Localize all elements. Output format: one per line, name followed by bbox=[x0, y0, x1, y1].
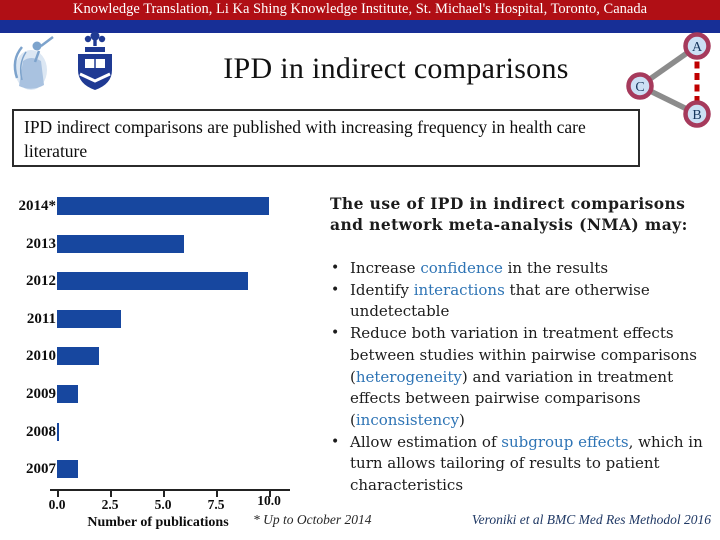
x-axis-line bbox=[50, 489, 290, 491]
keyword-highlight: heterogeneity bbox=[355, 367, 462, 386]
header-banner: Knowledge Translation, Li Ka Shing Knowl… bbox=[0, 0, 720, 20]
node-b bbox=[683, 100, 711, 128]
category-label: 2014* bbox=[18, 198, 57, 214]
chart-row: 2012 bbox=[10, 272, 310, 291]
x-tick-label: 10.0 bbox=[257, 493, 281, 508]
category-label: 2011 bbox=[26, 310, 56, 327]
bullet-item: Increase confidence in the results bbox=[325, 258, 710, 280]
keyword-highlight: interactions bbox=[413, 280, 505, 299]
bullet-item: Identify interactions that are otherwise… bbox=[325, 280, 710, 323]
x-axis-label: Number of publications bbox=[87, 515, 229, 530]
bullet-item: Reduce both variation in treatment effec… bbox=[325, 323, 710, 432]
chart-row: 2010 bbox=[10, 347, 310, 366]
footnote: * Up to October 2014 bbox=[253, 512, 372, 527]
keyword-highlight: subgroup effects bbox=[501, 432, 629, 451]
node-a bbox=[683, 32, 711, 60]
x-tick-mark bbox=[269, 489, 271, 497]
node-a-label: A bbox=[692, 40, 703, 55]
chart-row: 2008 bbox=[10, 422, 310, 441]
bar-chart: Number of publications 2014* 2013 2012 2011… bbox=[10, 190, 310, 538]
x-tick-mark bbox=[110, 489, 112, 497]
node-c-label: C bbox=[635, 80, 644, 95]
x-tick-mark bbox=[57, 489, 59, 497]
bar-2009 bbox=[57, 385, 79, 403]
x-tick-label: 5.0 bbox=[154, 497, 172, 512]
node-c bbox=[626, 72, 654, 100]
category-label: 2007 bbox=[26, 461, 56, 478]
uoft-crest-icon bbox=[78, 31, 112, 90]
category-label: 2008 bbox=[26, 423, 56, 440]
bar-2014* bbox=[57, 197, 269, 215]
category-label: 2010 bbox=[26, 348, 56, 365]
panel-heading: The use of IPD in indirect comparisons a… bbox=[330, 194, 688, 234]
chart-row: 2014* bbox=[10, 197, 310, 215]
chart-row: 2011 bbox=[10, 309, 310, 328]
node-b-label: B bbox=[692, 108, 701, 123]
bar-2012 bbox=[57, 272, 248, 291]
subtitle-box: IPD indirect comparisons are published w… bbox=[12, 109, 640, 167]
chart-row: 2009 bbox=[10, 385, 310, 403]
right-panel: The use of IPD in indirect comparisons a… bbox=[325, 193, 710, 497]
header-blue-stripe bbox=[0, 20, 720, 33]
category-label: 2012 bbox=[26, 273, 56, 290]
x-tick-label: 0.0 bbox=[48, 497, 66, 512]
header-banner-text: Knowledge Translation, Li Ka Shing Knowl… bbox=[72, 1, 648, 17]
chart-row: 2007 bbox=[10, 460, 310, 479]
category-label: 2013 bbox=[26, 235, 56, 252]
bar-2010 bbox=[57, 347, 100, 366]
x-tick-mark bbox=[216, 489, 218, 497]
bullet-item: Allow estimation of subgroup effects, wh… bbox=[325, 432, 710, 497]
subtitle-text: IPD indirect comparisons are published w… bbox=[24, 117, 586, 162]
st-michaels-angel-icon bbox=[13, 36, 54, 90]
chart-row: 2013 bbox=[10, 234, 310, 253]
x-tick-label: 2.5 bbox=[101, 497, 119, 512]
bar-2013 bbox=[57, 234, 185, 253]
network-diagram: A C B bbox=[626, 32, 711, 128]
bar-2007 bbox=[57, 460, 79, 479]
page-title: IPD in indirect comparisons bbox=[223, 52, 569, 85]
category-label: 2009 bbox=[26, 386, 56, 402]
x-tick-mark bbox=[163, 489, 165, 497]
bar-2011 bbox=[57, 309, 121, 328]
bar-2008 bbox=[57, 422, 59, 441]
keyword-highlight: inconsistency bbox=[355, 410, 460, 429]
citation: Veroniki et al BMC Med Res Methodol 2016 bbox=[471, 512, 711, 527]
bullet-list: Increase confidence in the resultsIdenti… bbox=[325, 258, 710, 497]
keyword-highlight: confidence bbox=[420, 259, 503, 277]
x-tick-label: 7.5 bbox=[207, 497, 225, 512]
